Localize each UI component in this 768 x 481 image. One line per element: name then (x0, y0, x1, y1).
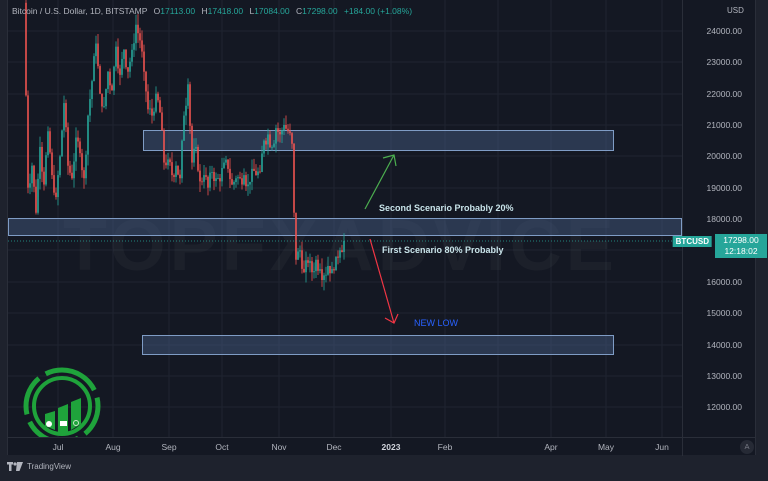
axis-corner: A (682, 437, 756, 456)
current-range-zone[interactable] (8, 218, 682, 236)
resistance-zone[interactable] (143, 130, 614, 151)
last-price-value: 17298.00 (723, 235, 759, 245)
auto-scale-button[interactable]: A (740, 440, 754, 454)
tradingview-branding[interactable]: TradingView (7, 462, 71, 471)
price-tick: 21000.00 (706, 120, 742, 130)
red-down-arrow-icon (369, 238, 399, 324)
tradingview-logo-icon (7, 462, 23, 471)
symbol-legend: Bitcoin / U.S. Dollar, 1D, BITSTAMP O171… (12, 6, 413, 16)
price-tick: 12000.00 (706, 402, 742, 412)
time-tick: Apr (544, 442, 558, 452)
price-tick: 18000.00 (706, 214, 742, 224)
high-value: 17418.00 (207, 6, 244, 16)
time-tick: Sep (161, 442, 177, 452)
green-up-arrow-icon (364, 154, 397, 210)
open-value: 17113.00 (160, 6, 196, 16)
low-value: 17084.00 (254, 6, 290, 16)
price-tick: 23000.00 (706, 57, 742, 67)
chart-frame[interactable]: TOPFXADVICE Second Scenario Probably 20%… (7, 0, 756, 456)
price-tick: 14000.00 (706, 340, 742, 350)
close-value: 17298.00 (302, 6, 338, 16)
price-tick: 16000.00 (706, 277, 742, 287)
time-tick: May (597, 442, 615, 452)
price-tick: 22000.00 (706, 89, 742, 99)
currency-label: USD (727, 6, 744, 15)
price-tick: 20000.00 (706, 151, 742, 161)
second-scenario-label: Second Scenario Probably 20% (379, 203, 514, 213)
change-value: +184.00 (+1.08%) (343, 6, 413, 16)
time-tick: Jun (655, 442, 669, 452)
bar-countdown: 12:18:02 (724, 246, 758, 256)
price-tick: 24000.00 (706, 26, 742, 36)
topfxadvice-logo-icon (23, 367, 101, 437)
time-tick: Feb (437, 442, 453, 452)
new-low-zone[interactable] (142, 335, 614, 355)
price-tick: 19000.00 (706, 183, 742, 193)
time-tick: Dec (326, 442, 342, 452)
time-tick: Nov (271, 442, 287, 452)
first-scenario-label: First Scenario 80% Probably (382, 245, 504, 255)
symbol-title: Bitcoin / U.S. Dollar, 1D, BITSTAMP (12, 6, 148, 16)
price-axis[interactable]: USD 24000.00 23000.00 22000.00 21000.00 … (682, 0, 756, 437)
time-tick: Oct (215, 442, 229, 452)
price-tick: 15000.00 (706, 308, 742, 318)
candlestick-series (25, 0, 345, 291)
time-tick: Jul (52, 442, 64, 452)
last-price-tag: 17298.00 12:18:02 (715, 234, 767, 258)
price-tick: 13000.00 (706, 371, 742, 381)
scenario-arrows (8, 154, 682, 324)
tradingview-label: TradingView (27, 462, 72, 471)
symbol-price-tag: BTCUSD (672, 236, 712, 247)
time-tick: 2023 (381, 442, 401, 452)
chart-plot-area[interactable]: TOPFXADVICE Second Scenario Probably 20%… (8, 0, 682, 437)
time-axis[interactable]: Jul Aug Sep Oct Nov Dec 2023 Feb Apr May… (8, 437, 682, 456)
new-low-label: NEW LOW (414, 318, 458, 328)
time-tick: Aug (105, 442, 121, 452)
